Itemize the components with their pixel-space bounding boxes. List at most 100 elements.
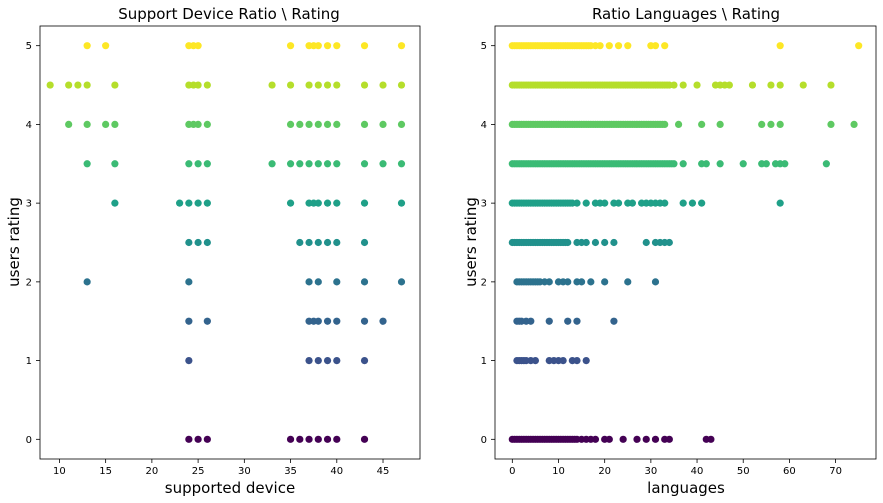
data-point (397, 278, 406, 286)
data-point (185, 356, 193, 365)
data-point (83, 81, 91, 89)
data-point (642, 435, 650, 443)
data-point (286, 199, 295, 207)
data-point (314, 238, 322, 247)
data-point (83, 42, 91, 50)
data-point (601, 199, 609, 207)
data-point (65, 120, 73, 129)
data-point (587, 278, 595, 286)
data-point (776, 81, 784, 89)
data-point (781, 160, 789, 168)
data-point (185, 278, 193, 286)
y-tick-label: 2 (26, 277, 32, 288)
data-point (698, 120, 706, 129)
x-tick-label: 30 (238, 466, 251, 477)
data-point (716, 160, 724, 168)
data-point (286, 160, 295, 168)
data-point (323, 199, 332, 207)
data-point (194, 238, 202, 247)
data-point (333, 160, 341, 168)
data-point (582, 238, 590, 247)
x-tick-label: 60 (783, 466, 796, 477)
data-point (360, 435, 369, 443)
data-point (661, 199, 669, 207)
data-point (305, 81, 313, 89)
data-point (194, 120, 202, 129)
x-tick-label: 0 (509, 466, 515, 477)
data-point (619, 435, 627, 443)
data-point (379, 120, 387, 129)
points-group (508, 42, 863, 443)
data-point (716, 120, 724, 129)
data-point (397, 81, 406, 89)
data-point (582, 356, 590, 365)
data-point (702, 160, 710, 168)
y-tick-label: 0 (481, 435, 487, 446)
data-point (296, 160, 304, 168)
data-point (679, 160, 687, 168)
data-point (333, 81, 341, 89)
data-point (776, 42, 784, 50)
data-point (776, 120, 784, 129)
data-point (111, 160, 119, 168)
data-point (693, 81, 701, 89)
data-point (624, 278, 632, 286)
data-point (397, 120, 406, 129)
data-point (850, 120, 858, 129)
y-tick-label: 5 (481, 41, 487, 52)
data-point (651, 278, 660, 286)
chart-languages: Ratio Languages \ Rating 0 10 20 30 40 50 60 70… (462, 5, 877, 497)
data-point (83, 278, 91, 286)
data-point (314, 278, 322, 286)
data-point (573, 317, 581, 325)
data-point (305, 356, 313, 365)
data-point (323, 356, 332, 365)
y-tick-label: 4 (26, 120, 32, 131)
data-point (360, 81, 369, 89)
data-point (203, 81, 211, 89)
y-tick-label: 2 (481, 277, 487, 288)
data-point (102, 120, 110, 129)
data-point (665, 435, 673, 443)
data-point (707, 435, 715, 443)
y-tick-label: 1 (26, 356, 32, 367)
data-point (665, 238, 673, 247)
data-point (739, 160, 747, 168)
data-point (679, 81, 687, 89)
y-tick-label: 3 (481, 199, 487, 210)
data-point (333, 120, 341, 129)
data-point (610, 317, 618, 325)
x-axis-label: languages (647, 479, 725, 497)
data-point (185, 435, 193, 443)
data-point (83, 120, 91, 129)
data-point (855, 42, 863, 50)
data-point (767, 81, 775, 89)
x-tick-label: 10 (53, 466, 66, 477)
x-tick-label: 20 (598, 466, 611, 477)
chart-title: Ratio Languages \ Rating (592, 5, 780, 23)
data-point (822, 160, 830, 168)
data-point (748, 81, 757, 89)
data-point (111, 199, 119, 207)
data-point (531, 356, 540, 365)
data-point (102, 42, 110, 50)
data-point (564, 238, 572, 247)
y-axis-label: users rating (5, 197, 23, 287)
data-point (333, 238, 341, 247)
data-point (323, 160, 332, 168)
x-tick-label: 25 (192, 466, 205, 477)
data-point (194, 160, 202, 168)
data-point (564, 278, 572, 286)
data-point (670, 81, 678, 89)
data-point (688, 199, 697, 207)
chart-support-device: Support Device Ratio \ Rating 10 15 20 25 30… (5, 5, 421, 497)
points-group (46, 42, 406, 443)
data-point (379, 317, 387, 325)
data-point (323, 81, 332, 89)
x-tick-label: 70 (829, 466, 842, 477)
data-point (651, 435, 660, 443)
data-point (360, 199, 369, 207)
data-point (314, 435, 322, 443)
data-point (296, 238, 304, 247)
